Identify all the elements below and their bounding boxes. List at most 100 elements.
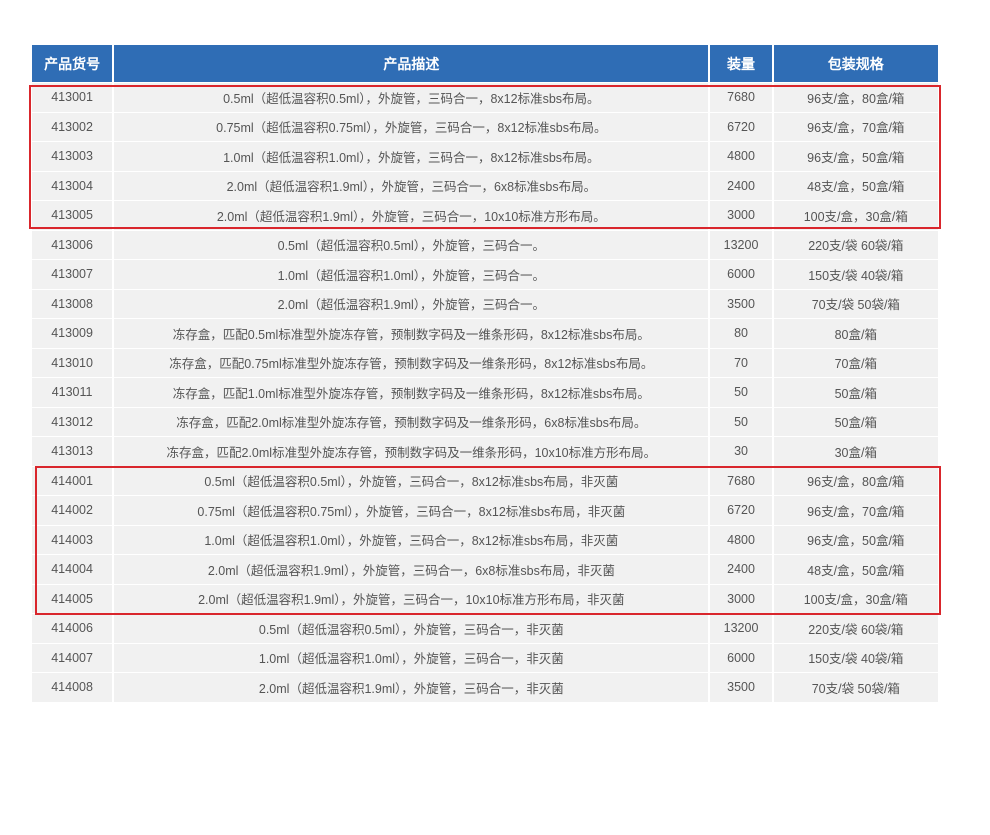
- cell-sku: 414006: [32, 614, 113, 643]
- cell-sku: 414002: [32, 496, 113, 525]
- cell-quantity: 3000: [710, 201, 772, 230]
- cell-sku: 413004: [32, 171, 113, 200]
- cell-sku: 413005: [32, 201, 113, 230]
- header-sku: 产品货号: [32, 45, 113, 82]
- cell-description: 2.0ml（超低温容积1.9ml），外旋管，三码合一，10x10标准方形布局。: [114, 201, 709, 230]
- cell-quantity: 2400: [710, 171, 772, 200]
- cell-sku: 414005: [32, 584, 113, 613]
- cell-sku: 414004: [32, 555, 113, 584]
- cell-quantity: 50: [710, 378, 772, 407]
- cell-description: 0.75ml（超低温容积0.75ml），外旋管，三码合一，8x12标准sbs布局…: [114, 496, 709, 525]
- cell-sku: 413003: [32, 142, 113, 171]
- table-row: 414001 0.5ml（超低温容积0.5ml），外旋管，三码合一，8x12标准s…: [32, 466, 938, 495]
- cell-packaging: 70支/袋 50袋/箱: [773, 673, 938, 702]
- cell-packaging: 96支/盒，50盒/箱: [773, 525, 938, 554]
- cell-quantity: 13200: [710, 614, 772, 643]
- cell-sku: 414003: [32, 525, 113, 554]
- table-row: 414005 2.0ml（超低温容积1.9ml），外旋管，三码合一，10x10标准…: [32, 584, 938, 613]
- cell-quantity: 6000: [710, 260, 772, 289]
- cell-description: 2.0ml（超低温容积1.9ml），外旋管，三码合一。: [114, 289, 709, 318]
- cell-quantity: 7680: [710, 83, 772, 112]
- header-packaging: 包装规格: [773, 45, 938, 82]
- cell-quantity: 50: [710, 407, 772, 436]
- cell-description: 1.0ml（超低温容积1.0ml），外旋管，三码合一，非灭菌: [114, 643, 709, 672]
- table-row: 413005 2.0ml（超低温容积1.9ml），外旋管，三码合一，10x10标准…: [32, 201, 938, 230]
- cell-packaging: 100支/盒，30盒/箱: [773, 201, 938, 230]
- table-row: 413009 冻存盒，匹配0.5ml标准型外旋冻存管，预制数字码及一维条形码，8x…: [32, 319, 938, 348]
- cell-sku: 414001: [32, 466, 113, 495]
- cell-quantity: 4800: [710, 525, 772, 554]
- cell-packaging: 70盒/箱: [773, 348, 938, 377]
- cell-description: 1.0ml（超低温容积1.0ml），外旋管，三码合一，8x12标准sbs布局，非…: [114, 525, 709, 554]
- cell-description: 冻存盒，匹配1.0ml标准型外旋冻存管，预制数字码及一维条形码，8x12标准sb…: [114, 378, 709, 407]
- cell-sku: 413007: [32, 260, 113, 289]
- cell-description: 2.0ml（超低温容积1.9ml），外旋管，三码合一，10x10标准方形布局，非…: [114, 584, 709, 613]
- table-row: 414006 0.5ml（超低温容积0.5ml），外旋管，三码合一，非灭菌 1320…: [32, 614, 938, 643]
- cell-quantity: 3500: [710, 289, 772, 318]
- cell-description: 0.5ml（超低温容积0.5ml），外旋管，三码合一，非灭菌: [114, 614, 709, 643]
- cell-description: 2.0ml（超低温容积1.9ml），外旋管，三码合一，非灭菌: [114, 673, 709, 702]
- header-quantity: 装量: [710, 45, 772, 82]
- header-description: 产品描述: [114, 45, 709, 82]
- table-row: 414003 1.0ml（超低温容积1.0ml），外旋管，三码合一，8x12标准s…: [32, 525, 938, 554]
- product-table: 产品货号 产品描述 装量 包装规格 413001 0.5ml（超低温容积0.5ml…: [30, 44, 940, 703]
- cell-sku: 413010: [32, 348, 113, 377]
- cell-description: 0.5ml（超低温容积0.5ml），外旋管，三码合一。: [114, 230, 709, 259]
- cell-quantity: 6720: [710, 496, 772, 525]
- cell-sku: 413013: [32, 437, 113, 466]
- cell-packaging: 50盒/箱: [773, 407, 938, 436]
- cell-description: 2.0ml（超低温容积1.9ml），外旋管，三码合一，6x8标准sbs布局，非灭…: [114, 555, 709, 584]
- table-row: 413013 冻存盒，匹配2.0ml标准型外旋冻存管，预制数字码及一维条形码，10…: [32, 437, 938, 466]
- cell-description: 冻存盒，匹配2.0ml标准型外旋冻存管，预制数字码及一维条形码，10x10标准方…: [114, 437, 709, 466]
- cell-packaging: 150支/袋 40袋/箱: [773, 260, 938, 289]
- table-row: 414007 1.0ml（超低温容积1.0ml），外旋管，三码合一，非灭菌 6000…: [32, 643, 938, 672]
- table-row: 414002 0.75ml（超低温容积0.75ml），外旋管，三码合一，8x12标…: [32, 496, 938, 525]
- cell-description: 0.5ml（超低温容积0.5ml），外旋管，三码合一，8x12标准sbs布局。: [114, 83, 709, 112]
- cell-quantity: 13200: [710, 230, 772, 259]
- cell-sku: 413011: [32, 378, 113, 407]
- cell-packaging: 96支/盒，70盒/箱: [773, 496, 938, 525]
- cell-quantity: 80: [710, 319, 772, 348]
- cell-packaging: 96支/盒，80盒/箱: [773, 466, 938, 495]
- cell-quantity: 4800: [710, 142, 772, 171]
- cell-description: 0.75ml（超低温容积0.75ml），外旋管，三码合一，8x12标准sbs布局…: [114, 112, 709, 141]
- table-row: 414008 2.0ml（超低温容积1.9ml），外旋管，三码合一，非灭菌 3500…: [32, 673, 938, 702]
- cell-sku: 413012: [32, 407, 113, 436]
- table-row: 413003 1.0ml（超低温容积1.0ml），外旋管，三码合一，8x12标准s…: [32, 142, 938, 171]
- table-row: 414004 2.0ml（超低温容积1.9ml），外旋管，三码合一，6x8标准sb…: [32, 555, 938, 584]
- cell-description: 冻存盒，匹配2.0ml标准型外旋冻存管，预制数字码及一维条形码，6x8标准sbs…: [114, 407, 709, 436]
- table-row: 413004 2.0ml（超低温容积1.9ml），外旋管，三码合一，6x8标准sb…: [32, 171, 938, 200]
- cell-quantity: 30: [710, 437, 772, 466]
- cell-packaging: 220支/袋 60袋/箱: [773, 230, 938, 259]
- cell-packaging: 48支/盒，50盒/箱: [773, 555, 938, 584]
- cell-quantity: 3500: [710, 673, 772, 702]
- cell-packaging: 220支/袋 60袋/箱: [773, 614, 938, 643]
- cell-description: 0.5ml（超低温容积0.5ml），外旋管，三码合一，8x12标准sbs布局，非…: [114, 466, 709, 495]
- cell-sku: 414008: [32, 673, 113, 702]
- cell-quantity: 6000: [710, 643, 772, 672]
- cell-packaging: 50盒/箱: [773, 378, 938, 407]
- cell-packaging: 150支/袋 40袋/箱: [773, 643, 938, 672]
- cell-description: 1.0ml（超低温容积1.0ml），外旋管，三码合一。: [114, 260, 709, 289]
- cell-description: 冻存盒，匹配0.75ml标准型外旋冻存管，预制数字码及一维条形码，8x12标准s…: [114, 348, 709, 377]
- cell-packaging: 96支/盒，70盒/箱: [773, 112, 938, 141]
- cell-quantity: 7680: [710, 466, 772, 495]
- table-row: 413012 冻存盒，匹配2.0ml标准型外旋冻存管，预制数字码及一维条形码，6x…: [32, 407, 938, 436]
- cell-packaging: 30盒/箱: [773, 437, 938, 466]
- cell-quantity: 2400: [710, 555, 772, 584]
- table-row: 413006 0.5ml（超低温容积0.5ml），外旋管，三码合一。 13200 22…: [32, 230, 938, 259]
- cell-packaging: 80盒/箱: [773, 319, 938, 348]
- cell-sku: 414007: [32, 643, 113, 672]
- cell-sku: 413008: [32, 289, 113, 318]
- table-row: 413007 1.0ml（超低温容积1.0ml），外旋管，三码合一。 6000 150…: [32, 260, 938, 289]
- cell-packaging: 96支/盒，80盒/箱: [773, 83, 938, 112]
- cell-description: 1.0ml（超低温容积1.0ml），外旋管，三码合一，8x12标准sbs布局。: [114, 142, 709, 171]
- table-row: 413001 0.5ml（超低温容积0.5ml），外旋管，三码合一，8x12标准s…: [32, 83, 938, 112]
- cell-packaging: 48支/盒，50盒/箱: [773, 171, 938, 200]
- cell-sku: 413002: [32, 112, 113, 141]
- cell-sku: 413009: [32, 319, 113, 348]
- header-row: 产品货号 产品描述 装量 包装规格: [32, 45, 938, 82]
- cell-quantity: 70: [710, 348, 772, 377]
- cell-description: 冻存盒，匹配0.5ml标准型外旋冻存管，预制数字码及一维条形码，8x12标准sb…: [114, 319, 709, 348]
- table-row: 413002 0.75ml（超低温容积0.75ml），外旋管，三码合一，8x12标…: [32, 112, 938, 141]
